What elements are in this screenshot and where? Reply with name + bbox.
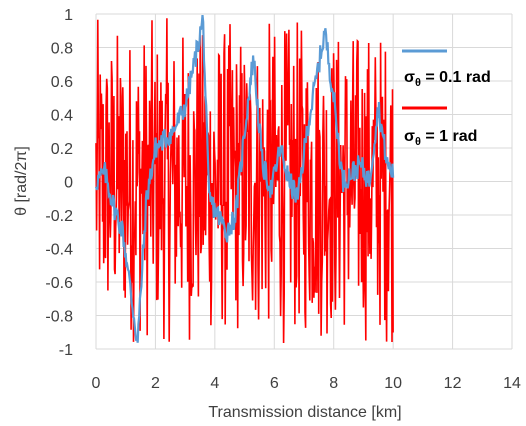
- x-tick-label: 6: [270, 375, 279, 392]
- y-tick-labels: 1 0.8 0.6 0.4 0.2 0 -0.2 -0.4 -0.6 -0.8 -1: [45, 7, 73, 359]
- x-tick-labels: 0 2 4 6 8 10 12 14: [92, 375, 521, 392]
- x-tick-label: 8: [329, 375, 338, 392]
- x-axis-title: Transmission distance [km]: [208, 404, 401, 421]
- y-tick-label: -1: [59, 342, 73, 359]
- y-tick-label: 1: [64, 7, 73, 24]
- x-tick-label: 4: [210, 375, 219, 392]
- line-sigma-0.1-rad: [94, 14, 395, 343]
- x-tick-label: 10: [384, 375, 402, 392]
- y-axis-title: θ [rad/2π]: [13, 146, 30, 216]
- y-tick-label: -0.4: [45, 242, 73, 259]
- y-tick-label: 0.4: [51, 108, 73, 125]
- y-tick-label: 0.8: [51, 41, 73, 58]
- y-tick-label: 0: [64, 175, 73, 192]
- y-tick-label: 0.6: [51, 74, 73, 91]
- line-sigma-1-rad: [95, 18, 394, 344]
- y-tick-label: -0.6: [45, 275, 73, 292]
- legend: σθ = 0.1 rad σθ = 1 rad: [402, 49, 491, 148]
- x-tick-label: 12: [444, 375, 462, 392]
- y-tick-label: -0.8: [45, 309, 73, 326]
- series-sigma-0.1-rad: [94, 14, 395, 343]
- series-sigma-1-rad: [95, 18, 394, 344]
- legend-label-sigma-1: σθ = 1 rad: [404, 128, 477, 148]
- x-tick-label: 0: [92, 375, 101, 392]
- legend-label-sigma-0.1: σθ = 0.1 rad: [404, 69, 491, 89]
- y-tick-label: -0.2: [45, 208, 73, 225]
- y-tick-label: 0.2: [51, 141, 73, 158]
- x-tick-label: 14: [503, 375, 521, 392]
- x-tick-label: 2: [151, 375, 160, 392]
